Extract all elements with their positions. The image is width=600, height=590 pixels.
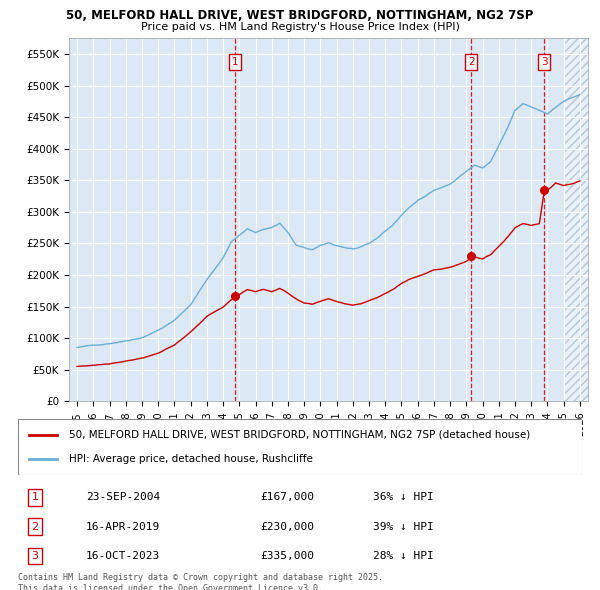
Bar bbox=[563, 38, 588, 401]
Text: 36% ↓ HPI: 36% ↓ HPI bbox=[373, 492, 434, 502]
Text: 1: 1 bbox=[31, 492, 38, 502]
Text: £167,000: £167,000 bbox=[260, 492, 314, 502]
Text: 3: 3 bbox=[541, 57, 547, 67]
Text: £335,000: £335,000 bbox=[260, 551, 314, 561]
Text: 23-SEP-2004: 23-SEP-2004 bbox=[86, 492, 160, 502]
Text: 39% ↓ HPI: 39% ↓ HPI bbox=[373, 522, 434, 532]
Text: 2: 2 bbox=[31, 522, 38, 532]
Text: 1: 1 bbox=[232, 57, 238, 67]
Text: Contains HM Land Registry data © Crown copyright and database right 2025.
This d: Contains HM Land Registry data © Crown c… bbox=[18, 573, 383, 590]
Text: HPI: Average price, detached house, Rushcliffe: HPI: Average price, detached house, Rush… bbox=[69, 454, 313, 464]
FancyBboxPatch shape bbox=[18, 419, 582, 475]
Text: 16-OCT-2023: 16-OCT-2023 bbox=[86, 551, 160, 561]
Text: 16-APR-2019: 16-APR-2019 bbox=[86, 522, 160, 532]
Text: 50, MELFORD HALL DRIVE, WEST BRIDGFORD, NOTTINGHAM, NG2 7SP: 50, MELFORD HALL DRIVE, WEST BRIDGFORD, … bbox=[67, 9, 533, 22]
Text: 2: 2 bbox=[468, 57, 475, 67]
Text: Price paid vs. HM Land Registry's House Price Index (HPI): Price paid vs. HM Land Registry's House … bbox=[140, 22, 460, 32]
Text: 28% ↓ HPI: 28% ↓ HPI bbox=[373, 551, 434, 561]
Text: £230,000: £230,000 bbox=[260, 522, 314, 532]
Text: 3: 3 bbox=[31, 551, 38, 561]
Bar bbox=[563, 38, 588, 401]
Text: 50, MELFORD HALL DRIVE, WEST BRIDGFORD, NOTTINGHAM, NG2 7SP (detached house): 50, MELFORD HALL DRIVE, WEST BRIDGFORD, … bbox=[69, 430, 530, 440]
